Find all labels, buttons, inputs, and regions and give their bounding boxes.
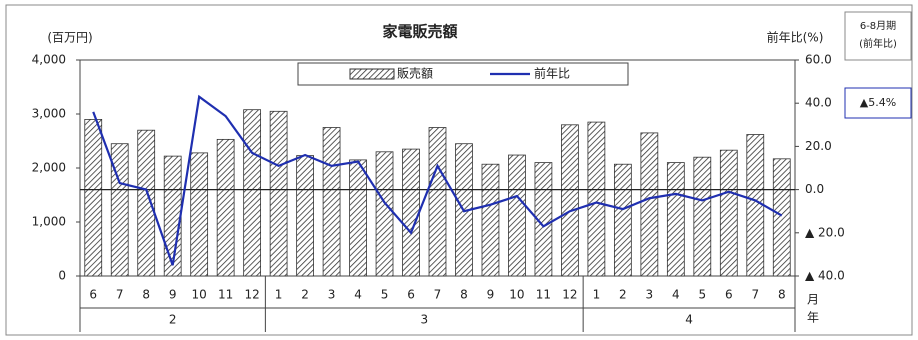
- x-tick-label: 8: [142, 288, 150, 302]
- x-tick-label: 8: [460, 288, 468, 302]
- x-tick-label: 9: [487, 288, 495, 302]
- x-tick-label: 7: [116, 288, 124, 302]
- bar: [402, 148, 420, 277]
- x-tick-label: 12: [562, 288, 577, 302]
- x-tick-label: 11: [536, 288, 551, 302]
- bar: [110, 143, 129, 277]
- bar: [322, 127, 341, 277]
- legend: [297, 62, 629, 86]
- bar: [190, 152, 209, 277]
- x-group-label: 4: [685, 313, 693, 327]
- y-tick-label: 2,000: [32, 161, 66, 175]
- bar: [163, 155, 182, 277]
- x-tick-label: 9: [169, 288, 177, 302]
- x-label-month: 月: [807, 293, 819, 307]
- x-tick-label: 6: [725, 288, 733, 302]
- y2-tick-label: 20.0: [805, 139, 832, 153]
- bar: [349, 159, 367, 277]
- y2-tick-label: 40.0: [805, 96, 832, 110]
- y-tick-label: 0: [58, 269, 66, 283]
- bar: [375, 151, 394, 277]
- x-tick-label: 2: [619, 288, 627, 302]
- legend-label: 販売額: [397, 66, 433, 81]
- x-tick-label: 3: [328, 288, 336, 302]
- x-tick-label: 7: [751, 288, 759, 302]
- bar: [746, 134, 765, 277]
- y-axis-label: (百万円): [47, 31, 92, 45]
- bar: [428, 127, 447, 277]
- bar: [640, 132, 659, 277]
- frame: [5, 4, 913, 336]
- y2-tick-label: 60.0: [805, 53, 832, 67]
- x-tick-label: 3: [646, 288, 654, 302]
- annotation-box: [844, 11, 912, 61]
- y2-tick-label: ▲ 40.0: [805, 269, 845, 283]
- x-tick-label: 5: [381, 288, 389, 302]
- y2-tick-label: 0.0: [805, 182, 824, 196]
- x-tick-label: 1: [593, 288, 601, 302]
- x-tick-label: 11: [218, 288, 233, 302]
- x-tick-label: 5: [698, 288, 706, 302]
- bar: [613, 163, 632, 277]
- x-tick-label: 4: [672, 288, 680, 302]
- bar: [772, 158, 791, 277]
- annotation-title: (前年比): [859, 37, 897, 50]
- bar: [216, 138, 235, 277]
- x-group-label: 2: [169, 313, 177, 327]
- x-tick-label: 8: [778, 288, 786, 302]
- y-tick-label: 3,000: [32, 107, 66, 121]
- y2-tick-label: ▲ 20.0: [805, 225, 845, 239]
- annotation-value-box: [844, 87, 912, 119]
- x-tick-label: 10: [192, 288, 207, 302]
- bar: [296, 155, 314, 277]
- bar: [481, 163, 500, 277]
- x-tick-label: 1: [275, 288, 283, 302]
- x-tick-label: 7: [434, 288, 442, 302]
- bar: [243, 109, 262, 277]
- x-tick-label: 6: [407, 288, 415, 302]
- line: [92, 94, 783, 266]
- annotation-value: ▲5.4%: [860, 96, 896, 109]
- bar: [534, 162, 553, 277]
- x-group-label: 3: [420, 313, 428, 327]
- bar: [269, 110, 288, 277]
- x-label-year: 年: [807, 311, 819, 325]
- legend-swatch: [349, 68, 395, 80]
- x-tick-label: 6: [89, 288, 97, 302]
- annotation-title: 6-8月期: [860, 20, 896, 32]
- chart-title: 家電販売額: [382, 23, 457, 41]
- y-tick-label: 1,000: [32, 215, 66, 229]
- y-tick-label: 4,000: [32, 53, 66, 67]
- bar: [587, 121, 606, 277]
- bar: [508, 154, 526, 277]
- bar: [561, 124, 579, 277]
- bar: [719, 149, 738, 277]
- y2-axis-label: 前年比(%): [767, 30, 824, 45]
- bar: [666, 162, 685, 277]
- x-tick-label: 4: [354, 288, 362, 302]
- legend-label: 前年比: [534, 66, 570, 81]
- bar: [84, 119, 103, 277]
- bar: [137, 129, 156, 277]
- bar: [693, 156, 712, 277]
- x-tick-label: 10: [509, 288, 524, 302]
- x-tick-label: 12: [244, 288, 259, 302]
- x-tick-label: 2: [301, 288, 309, 302]
